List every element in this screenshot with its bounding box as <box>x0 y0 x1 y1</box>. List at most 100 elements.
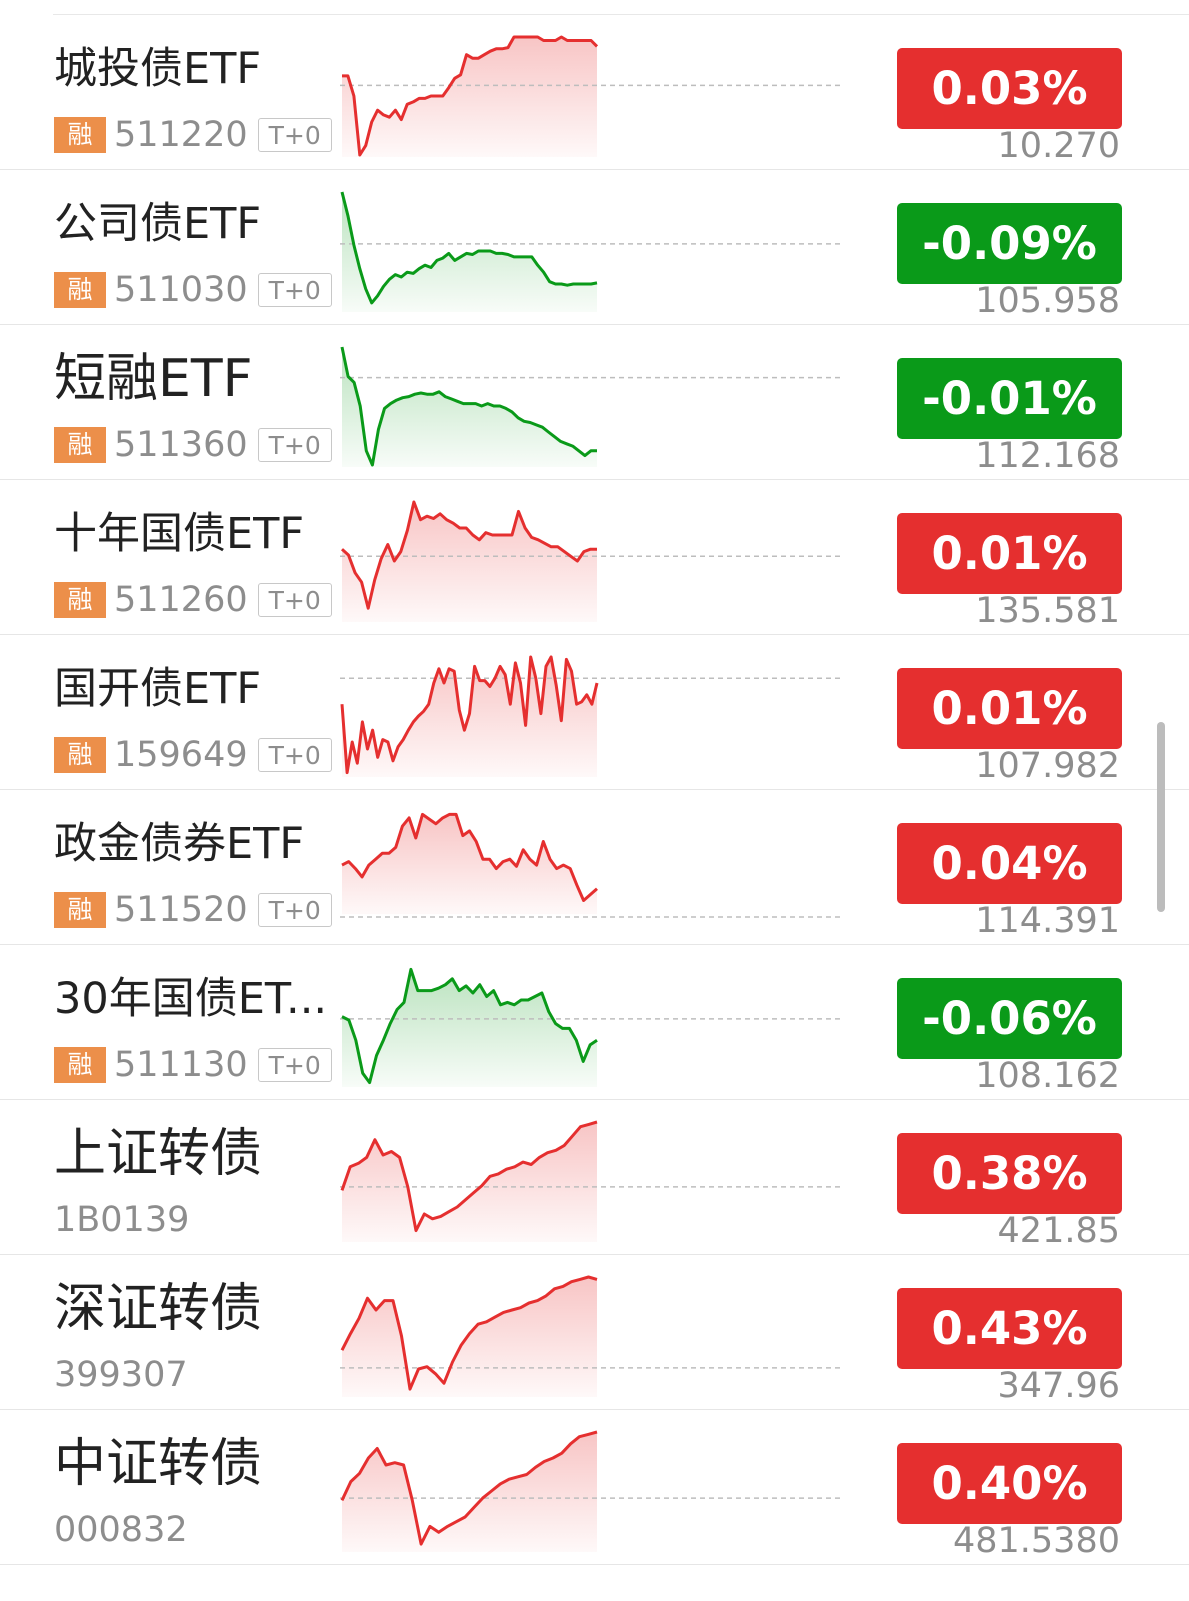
change-percent-badge[interactable]: 0.43% <box>897 1288 1122 1369</box>
last-price: 114.391 <box>975 901 1120 941</box>
quote-row[interactable]: 上证转债 1B0139 0.38% 421.85 <box>0 1100 1189 1255</box>
change-percent-badge[interactable]: 0.01% <box>897 513 1122 594</box>
intraday-sparkline <box>340 967 841 1087</box>
sparkline-line <box>341 812 598 902</box>
sparkline-area <box>342 1432 597 1552</box>
security-name: 城投债ETF <box>54 44 262 94</box>
intraday-sparkline <box>340 500 841 622</box>
quote-row[interactable]: 城投债ETF 融 511220 T+0 0.03% 10.270 <box>0 15 1189 170</box>
change-percent-badge[interactable]: -0.09% <box>897 203 1122 284</box>
intraday-sparkline <box>340 1120 841 1242</box>
quote-row[interactable]: 中证转债 000832 0.40% 481.5380 <box>0 1410 1189 1565</box>
t0-badge: T+0 <box>257 738 332 772</box>
sparkline-area <box>342 502 597 622</box>
security-code: 511130 <box>114 1045 248 1085</box>
security-meta: 融 511030 T+0 <box>54 270 332 310</box>
last-price: 421.85 <box>997 1211 1120 1251</box>
t0-badge: T+0 <box>257 893 332 927</box>
margin-badge: 融 <box>54 427 106 463</box>
intraday-sparkline <box>340 35 841 157</box>
security-code: 511520 <box>114 890 248 930</box>
quote-row[interactable]: 政金债券ETF 融 511520 T+0 0.04% 114.391 <box>0 790 1189 945</box>
change-percent-badge[interactable]: 0.04% <box>897 823 1122 904</box>
security-code: 511360 <box>114 425 248 465</box>
sparkline-line <box>342 35 599 157</box>
margin-badge: 融 <box>54 1047 106 1083</box>
last-price: 481.5380 <box>952 1521 1120 1561</box>
last-price: 105.958 <box>975 281 1120 321</box>
security-code: 1B0139 <box>54 1200 190 1240</box>
sparkline-area <box>342 814 597 915</box>
last-price: 10.270 <box>997 126 1120 166</box>
security-name: 国开债ETF <box>54 664 262 714</box>
t0-badge: T+0 <box>257 583 332 617</box>
security-name: 政金债券ETF <box>54 819 305 869</box>
sparkline-area <box>342 1122 597 1242</box>
sparkline-line <box>340 191 598 305</box>
security-meta: 融 159649 T+0 <box>54 735 332 775</box>
sparkline-area <box>342 37 597 157</box>
security-meta: 融 511260 T+0 <box>54 580 332 620</box>
quote-row[interactable]: 国开债ETF 融 159649 T+0 0.01% 107.982 <box>0 635 1189 790</box>
margin-badge: 融 <box>54 117 106 153</box>
security-meta: 融 511360 T+0 <box>54 425 332 465</box>
quote-row[interactable]: 十年国债ETF 融 511260 T+0 0.01% 135.581 <box>0 480 1189 635</box>
intraday-sparkline <box>340 812 841 918</box>
security-code: 511030 <box>114 270 248 310</box>
last-price: 347.96 <box>997 1366 1120 1406</box>
scrollbar[interactable] <box>1157 722 1165 912</box>
security-meta: 融 511520 T+0 <box>54 890 332 930</box>
margin-badge: 融 <box>54 272 106 308</box>
margin-badge: 融 <box>54 582 106 618</box>
quote-row[interactable]: 深证转债 399307 0.43% 347.96 <box>0 1255 1189 1410</box>
sparkline-line <box>340 500 597 610</box>
intraday-sparkline <box>340 1275 841 1397</box>
last-price: 135.581 <box>975 591 1120 631</box>
change-percent-badge[interactable]: 0.40% <box>897 1443 1122 1524</box>
t0-badge: T+0 <box>257 273 332 307</box>
sparkline-line <box>341 967 598 1085</box>
change-percent-badge[interactable]: -0.01% <box>897 358 1122 439</box>
security-name: 公司债ETF <box>54 199 262 249</box>
sparkline-area <box>342 192 597 312</box>
security-name: 十年国债ETF <box>54 509 305 559</box>
security-name: 短融ETF <box>54 349 253 409</box>
quote-row[interactable]: 30年国债ET... 融 511130 T+0 -0.06% 108.162 <box>0 945 1189 1100</box>
security-code: 000832 <box>54 1510 188 1550</box>
margin-badge: 融 <box>54 892 106 928</box>
sparkline-line <box>340 346 597 467</box>
quote-row[interactable]: 短融ETF 融 511360 T+0 -0.01% 112.168 <box>0 325 1189 480</box>
security-name: 中证转债 <box>54 1434 263 1494</box>
sparkline-line <box>340 1120 598 1233</box>
sparkline-area <box>342 347 597 467</box>
intraday-sparkline <box>340 655 841 777</box>
security-code: 399307 <box>54 1355 188 1395</box>
top-divider <box>53 14 1189 15</box>
security-meta: 000832 <box>54 1510 188 1550</box>
margin-badge: 融 <box>54 737 106 773</box>
security-meta: 融 511220 T+0 <box>54 115 332 155</box>
t0-badge: T+0 <box>257 428 332 462</box>
t0-badge: T+0 <box>257 1048 332 1082</box>
security-meta: 1B0139 <box>54 1200 189 1240</box>
change-percent-badge[interactable]: 0.38% <box>897 1133 1122 1214</box>
intraday-sparkline <box>340 191 841 312</box>
security-name: 30年国债ET... <box>54 974 328 1024</box>
change-percent-badge[interactable]: -0.06% <box>897 978 1122 1059</box>
sparkline-line <box>340 655 599 775</box>
security-name: 上证转债 <box>54 1124 263 1184</box>
t0-badge: T+0 <box>257 118 332 152</box>
security-name: 深证转债 <box>54 1279 263 1339</box>
change-percent-badge[interactable]: 0.03% <box>897 48 1122 129</box>
quote-row[interactable]: 公司债ETF 融 511030 T+0 -0.09% 105.958 <box>0 170 1189 325</box>
intraday-sparkline <box>340 346 841 467</box>
security-meta: 399307 <box>54 1355 188 1395</box>
sparkline-area <box>342 969 597 1087</box>
last-price: 107.982 <box>975 746 1120 786</box>
last-price: 108.162 <box>975 1056 1120 1096</box>
change-percent-badge[interactable]: 0.01% <box>897 668 1122 749</box>
security-code: 159649 <box>114 735 248 775</box>
sparkline-line <box>340 1430 598 1546</box>
security-meta: 融 511130 T+0 <box>54 1045 332 1085</box>
last-price: 112.168 <box>975 436 1120 476</box>
